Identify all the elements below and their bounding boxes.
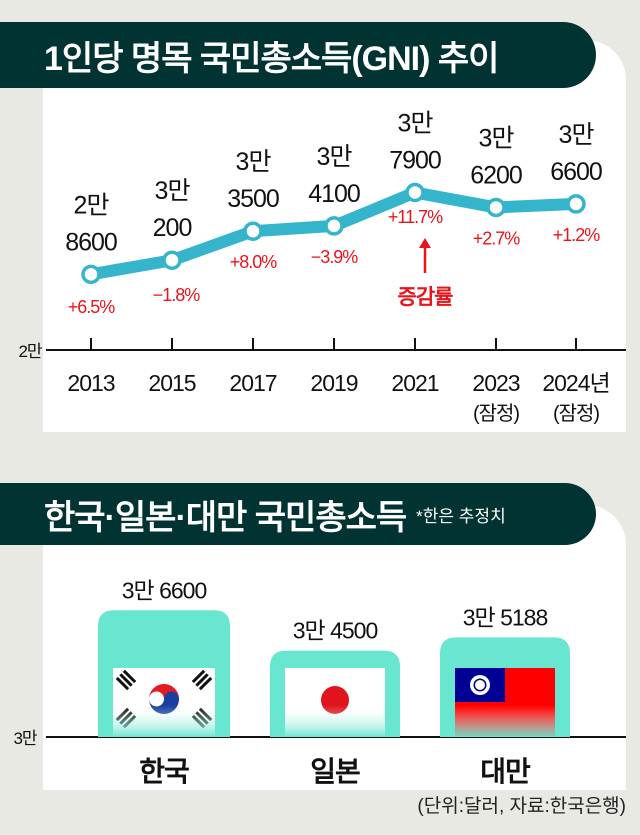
data-label-man: 3만 (479, 124, 515, 152)
change-label: +8.0% (230, 252, 278, 272)
x-tick-label: 2017 (229, 370, 276, 396)
annotation-arrowhead (419, 238, 431, 248)
data-point (324, 216, 344, 236)
change-label: +2.7% (473, 228, 521, 248)
x-tick-label: 2015 (148, 370, 195, 396)
data-label-value: 6200 (470, 161, 522, 189)
data-point (566, 194, 586, 214)
data-label-man: 3만 (559, 121, 595, 149)
data-label-value: 4100 (308, 180, 360, 208)
data-label-man: 3만 (236, 148, 272, 176)
data-label-man: 3만 (155, 177, 191, 205)
south-korea-flag (113, 668, 215, 736)
line-chart-panel (43, 40, 626, 432)
bar-category-label: 대만 (480, 756, 531, 787)
source-note: (단위:달러, 자료:한국은행) (417, 796, 626, 817)
data-label-man: 3만 (398, 109, 434, 137)
change-label: −1.8% (153, 285, 201, 305)
data-label-value: 3500 (227, 185, 279, 213)
bar-category-label: 일본 (310, 756, 360, 787)
data-label-man: 2만 (74, 191, 110, 219)
data-label-value: 200 (153, 214, 192, 242)
change-label: +1.2% (553, 225, 601, 245)
data-label-value: 7900 (389, 146, 441, 174)
x-tick-label: 2019 (310, 370, 357, 396)
x-tick-label: 2021 (391, 370, 438, 396)
x-tick-note: (잠정) (473, 402, 519, 425)
change-label: −3.9% (311, 247, 359, 267)
data-point (405, 182, 425, 203)
x-tick-label: 2023 (472, 370, 519, 396)
flag-fade-overlay (285, 668, 385, 736)
change-label: +11.7% (388, 207, 443, 227)
change-label: +6.5% (68, 297, 116, 317)
y-axis-base-label: 2만 (18, 342, 42, 361)
japan-flag (285, 668, 385, 736)
bar-chart-note: *한은 추정치 (416, 506, 506, 526)
bar-category-label: 한국 (139, 756, 189, 787)
data-point (486, 197, 506, 218)
bar-value-label: 3만 4500 (293, 618, 378, 644)
data-point (243, 221, 263, 241)
data-label-value: 6600 (550, 158, 602, 186)
line-chart-title-banner: 1인당 명목 국민총소득(GNI) 추이 (0, 22, 596, 88)
data-point (162, 250, 182, 270)
bar-chart-title: 한국·일본·대만 국민총소득 (44, 498, 407, 537)
data-label-value: 8600 (65, 228, 117, 256)
data-label-man: 3만 (317, 143, 353, 171)
bar-y-base-label: 3만 (13, 729, 37, 748)
bar-chart-title-banner: 한국·일본·대만 국민총소득 *한은 추정치 (0, 483, 596, 545)
flag-fade-overlay (113, 668, 215, 736)
line-chart-title: 1인당 명목 국민총소득(GNI) 추이 (44, 39, 499, 78)
x-tick-label: 2024년 (542, 370, 609, 396)
flag-fade-overlay (455, 668, 555, 736)
x-tick-note: (잠정) (553, 402, 599, 425)
taiwan-flag (455, 668, 555, 736)
x-tick-label: 2013 (67, 370, 114, 396)
data-point (81, 264, 101, 285)
annotation-label: 증감률 (398, 286, 454, 309)
bar-value-label: 3만 5188 (463, 604, 548, 630)
bar-value-label: 3만 6600 (122, 577, 207, 603)
